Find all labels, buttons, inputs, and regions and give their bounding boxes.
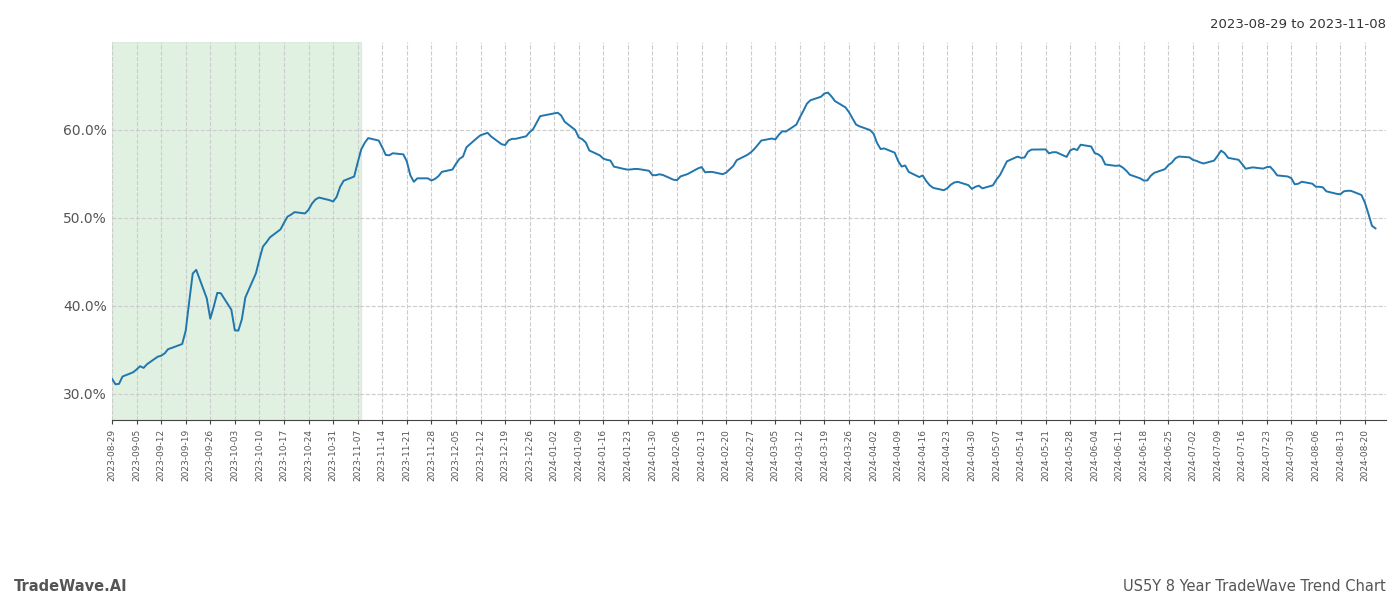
Text: US5Y 8 Year TradeWave Trend Chart: US5Y 8 Year TradeWave Trend Chart <box>1123 579 1386 594</box>
Bar <box>112 42 361 420</box>
Text: 2023-08-29 to 2023-11-08: 2023-08-29 to 2023-11-08 <box>1210 18 1386 31</box>
Text: TradeWave.AI: TradeWave.AI <box>14 579 127 594</box>
